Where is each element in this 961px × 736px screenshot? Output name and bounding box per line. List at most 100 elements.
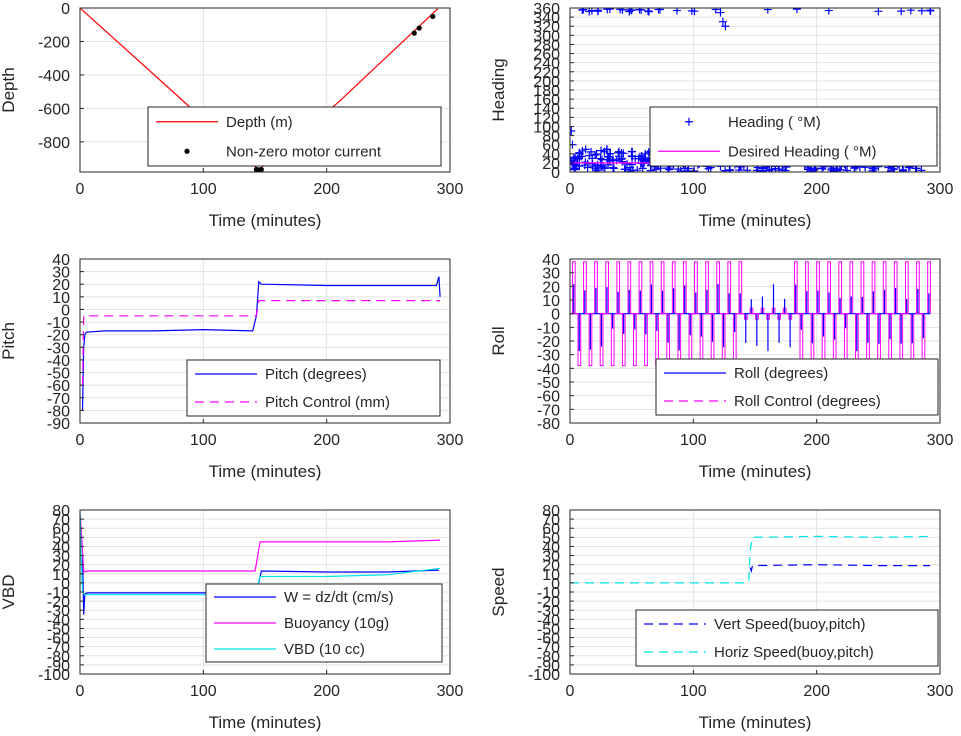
y-tick-label: 70 <box>542 512 560 529</box>
data-point <box>258 166 264 172</box>
x-tick-label: 100 <box>680 683 707 700</box>
heading-texture <box>604 160 613 169</box>
heading-texture <box>592 166 601 172</box>
y-tick-label: -20 <box>47 328 70 345</box>
x-tick-label: 100 <box>190 683 217 700</box>
legend-marker <box>184 148 190 154</box>
x-tick-label: 200 <box>803 181 830 198</box>
legend-label: W = dz/dt (cm/s) <box>284 589 394 606</box>
legend-label: Buoyancy (10g) <box>284 615 389 632</box>
y-tick-label: -200 <box>38 34 70 51</box>
x-tick-label: 0 <box>566 181 575 198</box>
plot-marks <box>80 8 439 172</box>
legend-label: Horiz Speed(buoy,pitch) <box>714 644 874 661</box>
legend: Vert Speed(buoy,pitch) Horiz Speed(buoy,p… <box>635 609 939 667</box>
x-tick-label: 200 <box>803 683 830 700</box>
x-tick-label: 0 <box>76 432 85 449</box>
y-tick-label: -400 <box>38 68 70 85</box>
data-point <box>430 13 436 19</box>
y-tick-label: -10 <box>47 585 70 602</box>
series-line <box>80 514 441 573</box>
y-tick-label: 60 <box>542 138 560 155</box>
y-tick-label: 340 <box>533 10 560 27</box>
heading-texture <box>605 149 614 158</box>
heading-texture <box>672 8 681 15</box>
heading-texture <box>578 8 587 15</box>
data-point <box>570 127 576 135</box>
y-tick-label: 20 <box>542 279 560 296</box>
heading-texture <box>599 163 608 172</box>
heading-texture <box>585 8 594 16</box>
y-tick-label: 10 <box>542 567 560 584</box>
y-tick-label: -10 <box>47 315 70 332</box>
heading-texture <box>639 159 648 168</box>
x-tick-label: 0 <box>566 432 575 449</box>
y-tick-label: 20 <box>52 558 70 575</box>
y-tick-label: -30 <box>47 340 70 357</box>
data-point <box>570 154 578 163</box>
y-tick-label: 80 <box>52 503 70 520</box>
chart-1: 0 100 200 300 0 -200 -400 -600 -800 Time (minutes… <box>0 1 463 230</box>
legend-label: Pitch (degrees) <box>265 366 367 383</box>
x-tick-label: 0 <box>76 181 85 198</box>
y-tick-label: 60 <box>542 521 560 538</box>
series-line <box>81 276 441 411</box>
y-tick-label: 40 <box>52 539 70 556</box>
legend: W = dz/dt (cm/s) Buoyancy (10g) VBD (10 cc… <box>205 583 443 663</box>
plot-marks <box>81 276 441 411</box>
y-tick-label: 60 <box>52 521 70 538</box>
y-tick-label: 40 <box>52 252 70 269</box>
legend-label: Depth (m) <box>226 114 293 131</box>
data-point <box>411 30 417 36</box>
x-tick-label: 0 <box>76 683 85 700</box>
heading-texture <box>592 150 601 159</box>
data-point <box>716 8 725 17</box>
y-tick-label: 30 <box>542 266 560 283</box>
heading-texture <box>690 8 699 16</box>
y-tick-label: -20 <box>537 334 560 351</box>
y-tick-label: -50 <box>537 621 560 638</box>
y-axis-label: Roll <box>489 326 508 355</box>
y-tick-label: -60 <box>537 389 560 406</box>
legend-label: Pitch Control (mm) <box>265 394 390 411</box>
heading-texture <box>628 166 637 172</box>
heading-texture <box>581 145 590 154</box>
chart-3: 0 100 200 300403020100-10-20-30-40-50-60-70… <box>0 252 463 481</box>
legend: Depth (m) Non-zero motor current <box>147 106 442 167</box>
y-tick-label: -50 <box>47 366 70 383</box>
y-tick-label: 160 <box>533 92 560 109</box>
y-tick-label: 50 <box>52 530 70 547</box>
y-tick-label: -60 <box>47 378 70 395</box>
legend: Roll (degrees) Roll Control (degrees) <box>655 358 939 416</box>
heading-texture <box>656 8 665 14</box>
x-tick-label: 100 <box>190 432 217 449</box>
y-tick-label: 30 <box>542 549 560 566</box>
heading-texture <box>752 166 761 172</box>
y-tick-label: -70 <box>47 391 70 408</box>
heading-texture <box>874 8 883 16</box>
y-tick-label: 280 <box>533 37 560 54</box>
y-tick-label: -70 <box>537 640 560 657</box>
legend-box <box>649 106 938 167</box>
heading-texture <box>824 8 833 15</box>
x-axis-label: Time (minutes) <box>209 211 322 230</box>
data-point <box>627 8 636 15</box>
y-tick-label: -30 <box>537 603 560 620</box>
y-tick-label: -70 <box>47 640 70 657</box>
heading-texture <box>609 163 618 172</box>
x-tick-label: 100 <box>680 432 707 449</box>
y-tick-label: 240 <box>533 56 560 73</box>
heading-texture <box>725 166 734 172</box>
plot-marks <box>570 535 931 584</box>
y-tick-label: -90 <box>47 416 70 433</box>
y-tick-label: -100 <box>528 667 560 684</box>
heading-texture <box>571 164 580 172</box>
data-point <box>617 154 626 163</box>
roll-texture <box>573 284 930 352</box>
x-tick-label: 200 <box>313 181 340 198</box>
x-tick-label: 200 <box>803 432 830 449</box>
y-tick-label: 40 <box>542 539 560 556</box>
heading-texture <box>645 8 654 16</box>
y-tick-label: 20 <box>542 156 560 173</box>
y-tick-label: 0 <box>61 576 70 593</box>
